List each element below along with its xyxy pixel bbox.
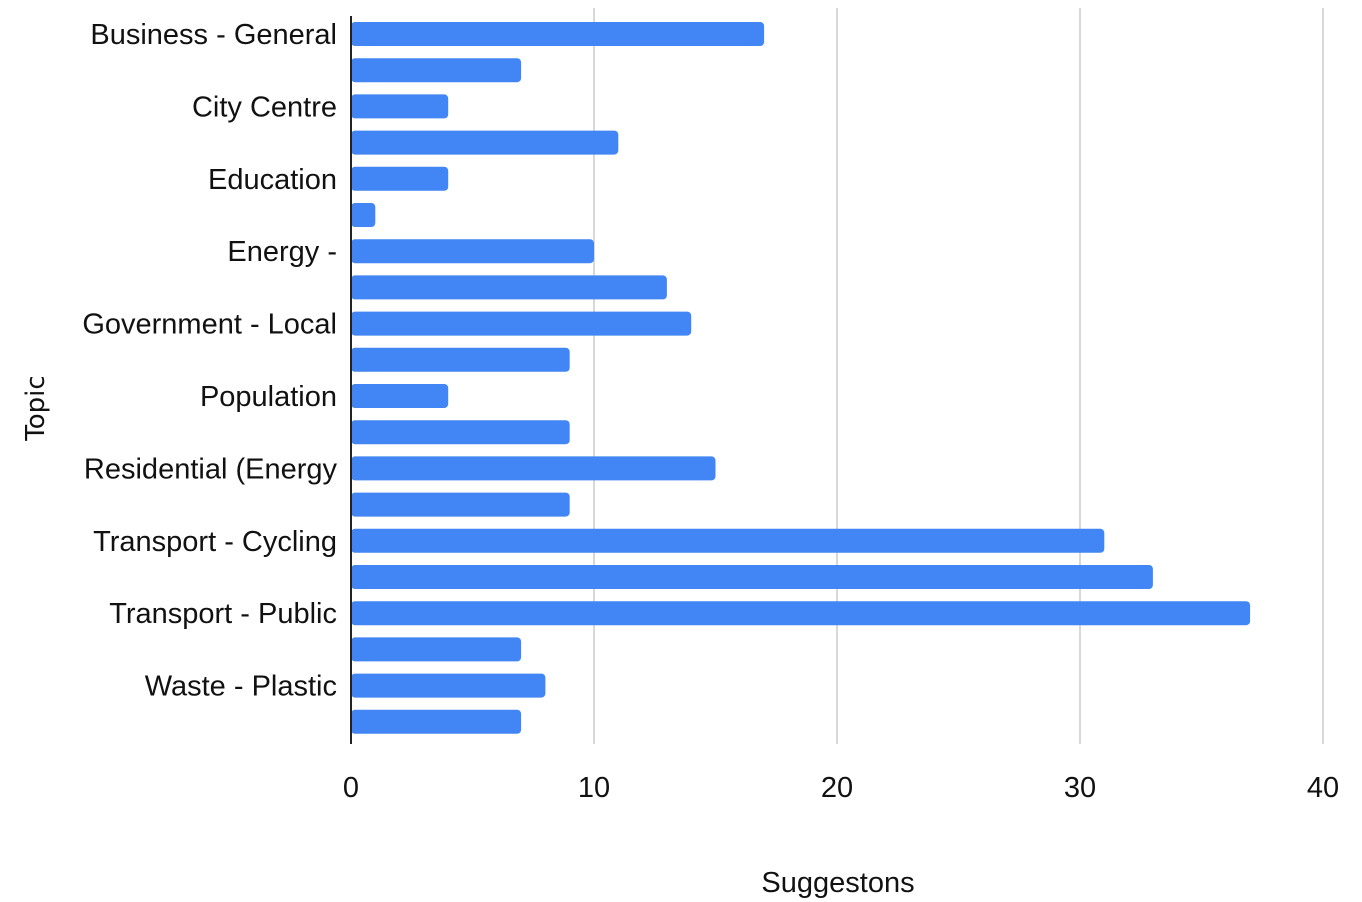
bar — [351, 384, 449, 408]
bar — [351, 166, 449, 191]
bar — [351, 420, 570, 445]
bar — [351, 130, 619, 155]
bar — [351, 456, 716, 481]
category-label: Business - General — [90, 19, 337, 51]
category-label: Energy - — [227, 236, 337, 268]
bar — [351, 709, 522, 734]
bar — [351, 203, 376, 227]
bar — [351, 673, 546, 698]
category-label: Population — [200, 381, 337, 413]
bar — [351, 275, 667, 300]
gridlines — [593, 8, 1324, 744]
x-tick-label: 30 — [1064, 772, 1096, 804]
labels: 0 10 20 30 40 Business - General City Centre Ed… — [82, 19, 1339, 804]
x-tick-label: 0 — [343, 772, 359, 804]
bar — [351, 492, 570, 517]
category-label: Waste - Plastic — [145, 671, 337, 703]
bar — [351, 58, 522, 83]
category-label: Residential (Energy — [84, 453, 338, 485]
bar — [351, 637, 522, 662]
x-tick-label: 10 — [578, 772, 610, 804]
bar — [351, 528, 1105, 553]
bar — [351, 94, 449, 119]
category-label: City Centre — [192, 91, 337, 123]
category-label: Education — [208, 164, 337, 196]
x-tick-label: 20 — [821, 772, 853, 804]
bar — [351, 565, 1153, 589]
bar — [351, 239, 594, 264]
bar — [351, 311, 692, 336]
category-label: Government - Local — [82, 309, 337, 341]
bars — [351, 22, 1251, 734]
x-tick-label: 40 — [1307, 772, 1339, 804]
category-label: Transport - Public — [109, 598, 337, 630]
category-label: Transport - Cycling — [93, 526, 337, 558]
bar — [351, 22, 765, 46]
bar — [351, 347, 570, 372]
x-axis-title: Suggestons — [761, 867, 914, 899]
y-axis-title: Topic — [21, 375, 51, 441]
bar — [351, 601, 1251, 626]
